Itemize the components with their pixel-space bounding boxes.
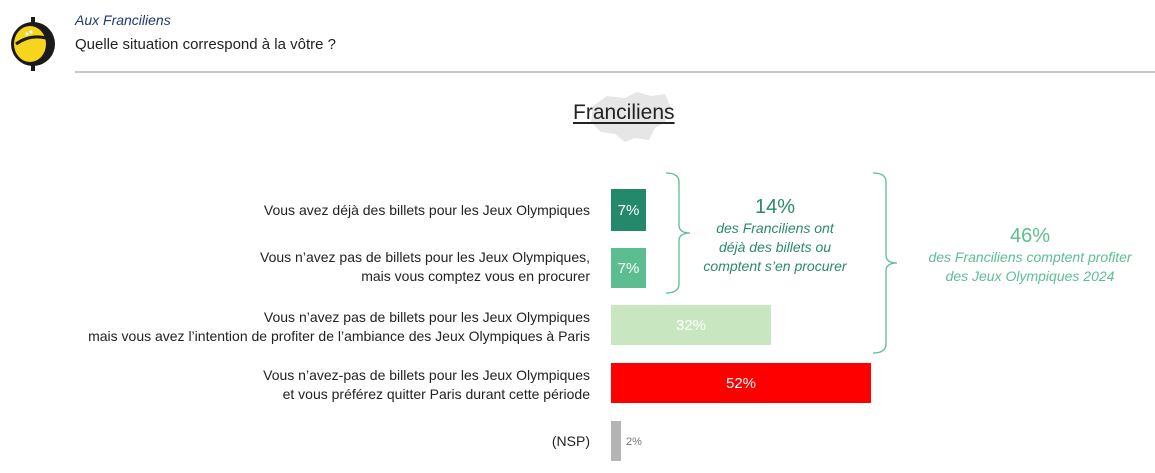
annotation-text-line: des Franciliens ont (716, 220, 834, 236)
category-label-line: Vous n’avez-pas de billets pour les Jeux… (263, 367, 590, 383)
ile-de-france-map-icon (591, 92, 671, 142)
bar-value-label: 7% (618, 260, 640, 277)
bar (611, 189, 646, 231)
panel-title: Franciliens (573, 101, 675, 124)
survey-population-label: Aux Franciliens (75, 12, 171, 28)
annotation-value: 14% (754, 196, 796, 218)
annotation-profit-group: 46% des Franciliens comptent profiter de… (905, 225, 1155, 286)
category-label-ambiance: Vous n’avez pas de billets pour les Jeux… (88, 308, 590, 346)
bar (611, 363, 871, 403)
bar-value-label: 7% (618, 202, 640, 219)
bar (611, 305, 771, 345)
category-label-leave-paris: Vous n’avez-pas de billets pour les Jeux… (263, 366, 590, 404)
category-label-plan-to-buy: Vous n’avez pas de billets pour les Jeux… (260, 248, 590, 286)
bar (611, 421, 621, 461)
bar-value-label: 32% (676, 317, 706, 334)
category-label-line: (NSP) (551, 433, 590, 449)
bar-value-label: 52% (726, 375, 756, 392)
header-divider (75, 71, 1155, 73)
category-label-line: Vous avez déjà des billets pour les Jeux… (263, 202, 590, 218)
annotation-text-line: comptent s’en procurer (703, 258, 847, 274)
annotation-text-line: des Franciliens comptent profiter (928, 249, 1132, 265)
category-label-line: mais vous comptez vous en procurer (361, 268, 590, 284)
annotation-tickets-group: 14% des Franciliens ont déjà des billets… (690, 196, 860, 276)
category-label-line: Vous n’avez pas de billets pour les Jeux… (263, 309, 590, 325)
survey-question: Quelle situation correspond à la vôtre ? (75, 36, 336, 53)
annotation-text-line: des Jeux Olympiques 2024 (945, 268, 1115, 284)
category-label-line: mais vous avez l’intention de profiter d… (88, 328, 590, 344)
logo-icon (11, 17, 55, 71)
bracket-tickets-group (665, 172, 691, 294)
category-label-line: et vous préférez quitter Paris durant ce… (282, 386, 590, 402)
category-label-tickets: Vous avez déjà des billets pour les Jeux… (264, 201, 590, 220)
annotation-value: 46% (1009, 225, 1051, 247)
category-label-line: Vous n’avez pas de billets pour les Jeux… (260, 249, 590, 265)
bar (611, 248, 646, 288)
bar-value-label: 2% (626, 436, 642, 448)
bracket-profit-group (872, 172, 898, 354)
category-label-nsp: (NSP) (552, 432, 590, 451)
annotation-text-line: déjà des billets ou (718, 239, 832, 255)
